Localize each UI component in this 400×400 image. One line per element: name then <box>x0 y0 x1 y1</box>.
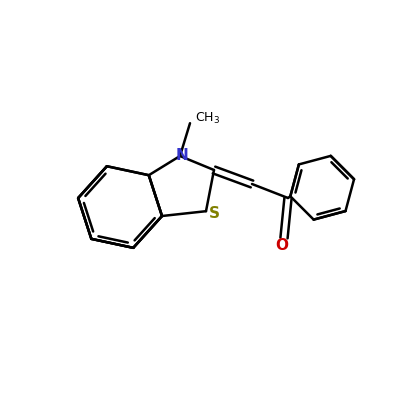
Text: N: N <box>175 148 188 163</box>
Text: CH$_3$: CH$_3$ <box>195 111 220 126</box>
Text: S: S <box>208 206 220 221</box>
Text: O: O <box>276 238 288 253</box>
